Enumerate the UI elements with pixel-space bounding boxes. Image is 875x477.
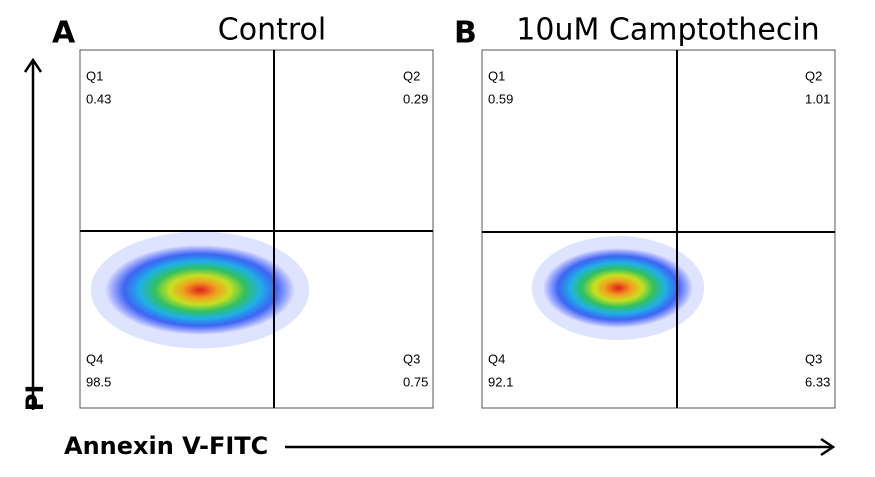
x-axis-label: Annexin V-FITC [64, 432, 268, 460]
quadrant-percent: 92.1 [488, 374, 513, 389]
density-cloud [105, 245, 295, 335]
quadrant-name: Q3 [805, 351, 822, 366]
quadrant-name: Q1 [488, 68, 505, 83]
plot-frame [481, 49, 836, 409]
quadrant-name: Q4 [488, 351, 505, 366]
panel-title: 10uM Camptothecin [516, 13, 819, 48]
quadrant-name: Q2 [805, 68, 822, 83]
quadrant-percent: 0.59 [488, 91, 513, 106]
quadrant-name: Q4 [86, 351, 103, 366]
quadrant-name: Q3 [403, 351, 420, 366]
quadrant-percent: 6.33 [805, 374, 830, 389]
y-axis-arrowhead [23, 57, 43, 73]
plot-frame [79, 49, 434, 409]
quadrant-percent: 0.29 [403, 91, 428, 106]
panel-letter: B [454, 16, 477, 51]
quadrant-name: Q2 [403, 68, 420, 83]
quadrant-percent: 0.75 [403, 374, 428, 389]
panel-title: Control [218, 13, 326, 48]
panel-letter: A [52, 16, 76, 51]
x-axis-arrowhead [820, 437, 836, 457]
quadrant-name: Q1 [86, 68, 103, 83]
y-axis-label: PI [21, 385, 49, 412]
quadrant-percent: 0.43 [86, 91, 111, 106]
density-cloud [543, 248, 693, 328]
quadrant-percent: 98.5 [86, 374, 111, 389]
quadrant-percent: 1.01 [805, 91, 830, 106]
